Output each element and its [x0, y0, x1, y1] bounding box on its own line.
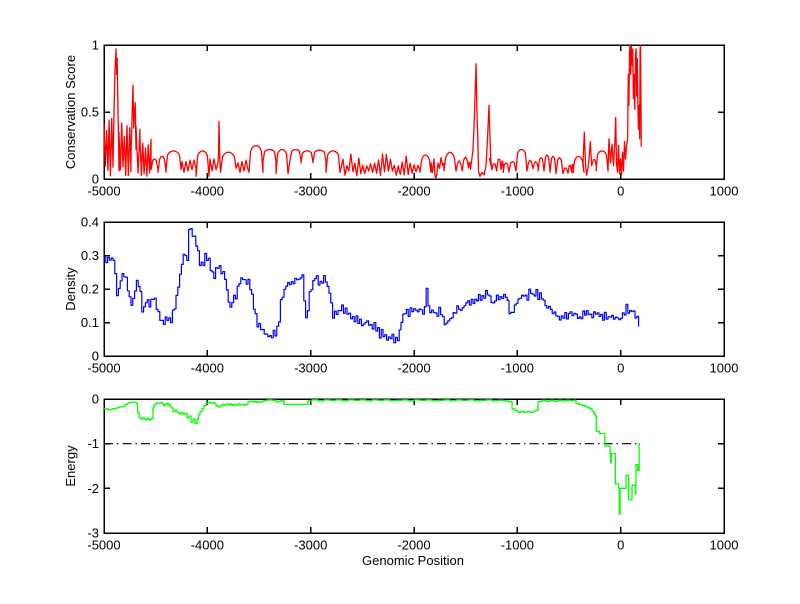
svg-text:0.4: 0.4: [81, 215, 99, 230]
svg-text:-1000: -1000: [501, 538, 534, 553]
svg-text:-2000: -2000: [397, 184, 430, 199]
svg-text:-1: -1: [87, 436, 99, 451]
svg-text:0: 0: [617, 184, 624, 199]
svg-text:0: 0: [617, 538, 624, 553]
svg-text:-3000: -3000: [294, 184, 327, 199]
svg-text:0: 0: [617, 361, 624, 376]
svg-text:-4000: -4000: [191, 184, 224, 199]
svg-text:-4000: -4000: [191, 538, 224, 553]
svg-text:1000: 1000: [710, 184, 739, 199]
svg-text:1000: 1000: [710, 361, 739, 376]
svg-text:0.3: 0.3: [81, 248, 99, 263]
svg-text:-5000: -5000: [87, 184, 120, 199]
svg-text:-5000: -5000: [87, 538, 120, 553]
svg-text:Conservation Score: Conservation Score: [63, 55, 78, 169]
svg-text:-3000: -3000: [294, 538, 327, 553]
svg-text:1: 1: [92, 38, 99, 53]
svg-text:0: 0: [92, 172, 99, 187]
svg-text:-1000: -1000: [501, 361, 534, 376]
svg-text:0.2: 0.2: [81, 282, 99, 297]
svg-text:0.1: 0.1: [81, 315, 99, 330]
svg-text:Genomic Position: Genomic Position: [362, 553, 464, 568]
svg-text:0: 0: [92, 349, 99, 364]
svg-text:-5000: -5000: [87, 361, 120, 376]
svg-text:0: 0: [92, 392, 99, 407]
svg-text:0.5: 0.5: [81, 105, 99, 120]
svg-text:-3000: -3000: [294, 361, 327, 376]
svg-text:1000: 1000: [710, 538, 739, 553]
svg-text:-4000: -4000: [191, 361, 224, 376]
svg-text:Density: Density: [63, 267, 78, 311]
svg-text:-2: -2: [87, 481, 99, 496]
svg-text:Energy: Energy: [63, 445, 78, 487]
svg-text:-2000: -2000: [397, 361, 430, 376]
svg-text:-3: -3: [87, 526, 99, 541]
svg-text:-2000: -2000: [397, 538, 430, 553]
svg-text:-1000: -1000: [501, 184, 534, 199]
